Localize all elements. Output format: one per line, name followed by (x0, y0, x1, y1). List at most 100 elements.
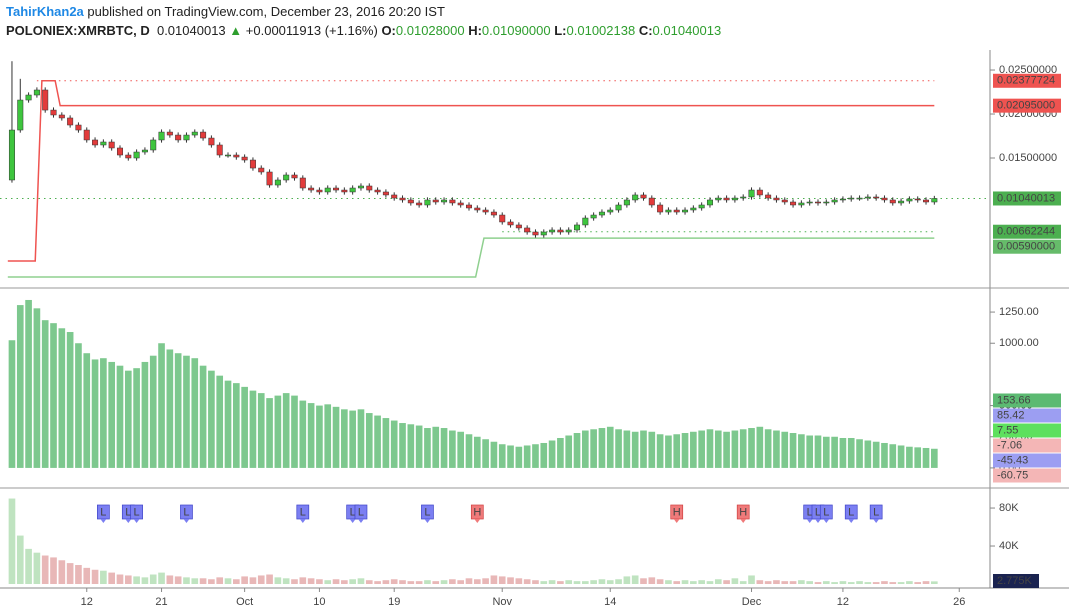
candle-body (665, 209, 672, 213)
bar (58, 328, 66, 468)
candle-body (731, 197, 738, 201)
bar (232, 579, 240, 584)
bar (914, 447, 922, 468)
bar (58, 560, 66, 584)
l-label: L: (554, 23, 567, 38)
candle-body (856, 197, 863, 200)
bar (224, 380, 232, 468)
y-tick-label: 80K (999, 502, 1019, 514)
close: 0.01040013 (652, 23, 722, 38)
marker-label: L (424, 506, 430, 518)
bar (839, 581, 847, 584)
bar (557, 437, 564, 468)
candle-body (125, 154, 132, 159)
bar (548, 580, 556, 584)
symbol: POLONIEX:XMRBTC, D (6, 23, 150, 38)
bar (324, 580, 332, 584)
bar (357, 409, 365, 468)
bar (532, 580, 539, 584)
bar (814, 435, 822, 468)
candle-body (407, 199, 414, 204)
bar (739, 581, 747, 584)
bar (515, 578, 523, 584)
bar (731, 430, 739, 468)
candle-body (283, 174, 290, 181)
bar (341, 409, 348, 468)
candle-body (540, 231, 547, 236)
marker-pointer (806, 519, 813, 523)
bar (324, 404, 332, 468)
marker-pointer (740, 519, 747, 523)
bar (590, 580, 597, 584)
price-label-box (993, 453, 1061, 468)
bar (124, 370, 132, 468)
candle-body (615, 204, 622, 211)
bar (374, 415, 381, 468)
bar (158, 343, 165, 468)
level-line (7, 237, 935, 278)
author[interactable]: TahirKhan2a (6, 4, 84, 19)
x-tick-label: 10 (313, 596, 325, 608)
bar (274, 577, 282, 584)
marker-label: L (134, 506, 140, 518)
candle-body (299, 177, 306, 189)
bar (856, 581, 863, 584)
last: 0.01040013 (156, 23, 226, 38)
bar (41, 320, 49, 468)
candle-body (341, 189, 348, 193)
bar (424, 428, 431, 468)
bar (299, 400, 307, 468)
bar (133, 368, 140, 468)
bar (822, 581, 830, 584)
bar (573, 581, 581, 584)
bar (656, 579, 664, 584)
candle-body (441, 199, 448, 203)
candle-body (740, 196, 747, 199)
bar (282, 393, 290, 468)
bar (25, 548, 32, 584)
bar (540, 581, 548, 584)
price-label: -45.43 (997, 454, 1028, 466)
bar (806, 435, 814, 468)
bar (33, 552, 41, 584)
candle-body (141, 149, 148, 153)
marker-pointer (357, 519, 364, 523)
bar (598, 428, 606, 468)
marker-pointer (133, 519, 140, 523)
candle-body (150, 139, 157, 151)
bar (473, 436, 481, 468)
candle-body (17, 99, 24, 131)
bar (631, 431, 639, 468)
candle-body (382, 191, 389, 196)
bar (432, 581, 440, 584)
level-line (7, 80, 935, 262)
marker-label: L (183, 506, 189, 518)
bar (257, 575, 265, 584)
bar (532, 444, 539, 468)
bar (349, 410, 356, 468)
bar (523, 445, 531, 468)
bar (756, 580, 764, 584)
candle-body (490, 211, 497, 216)
bar (881, 581, 888, 584)
candle-body (923, 199, 930, 203)
bar (465, 578, 473, 584)
bar (457, 431, 465, 468)
marker-label: L (125, 506, 131, 518)
arrow: ▲ (229, 23, 243, 38)
candle-body (781, 199, 788, 203)
bar (523, 579, 531, 584)
candle-body (657, 204, 664, 213)
candle-body (50, 109, 57, 116)
bar (266, 398, 273, 468)
candle-body (765, 194, 772, 199)
bar (498, 576, 506, 584)
candle-body (225, 154, 232, 157)
bar (457, 580, 465, 584)
candle-body (449, 199, 456, 204)
price-label: -60.75 (997, 469, 1028, 481)
candle-body (308, 187, 315, 191)
x-tick-label: Dec (742, 596, 762, 608)
x-tick-label: 12 (837, 596, 849, 608)
